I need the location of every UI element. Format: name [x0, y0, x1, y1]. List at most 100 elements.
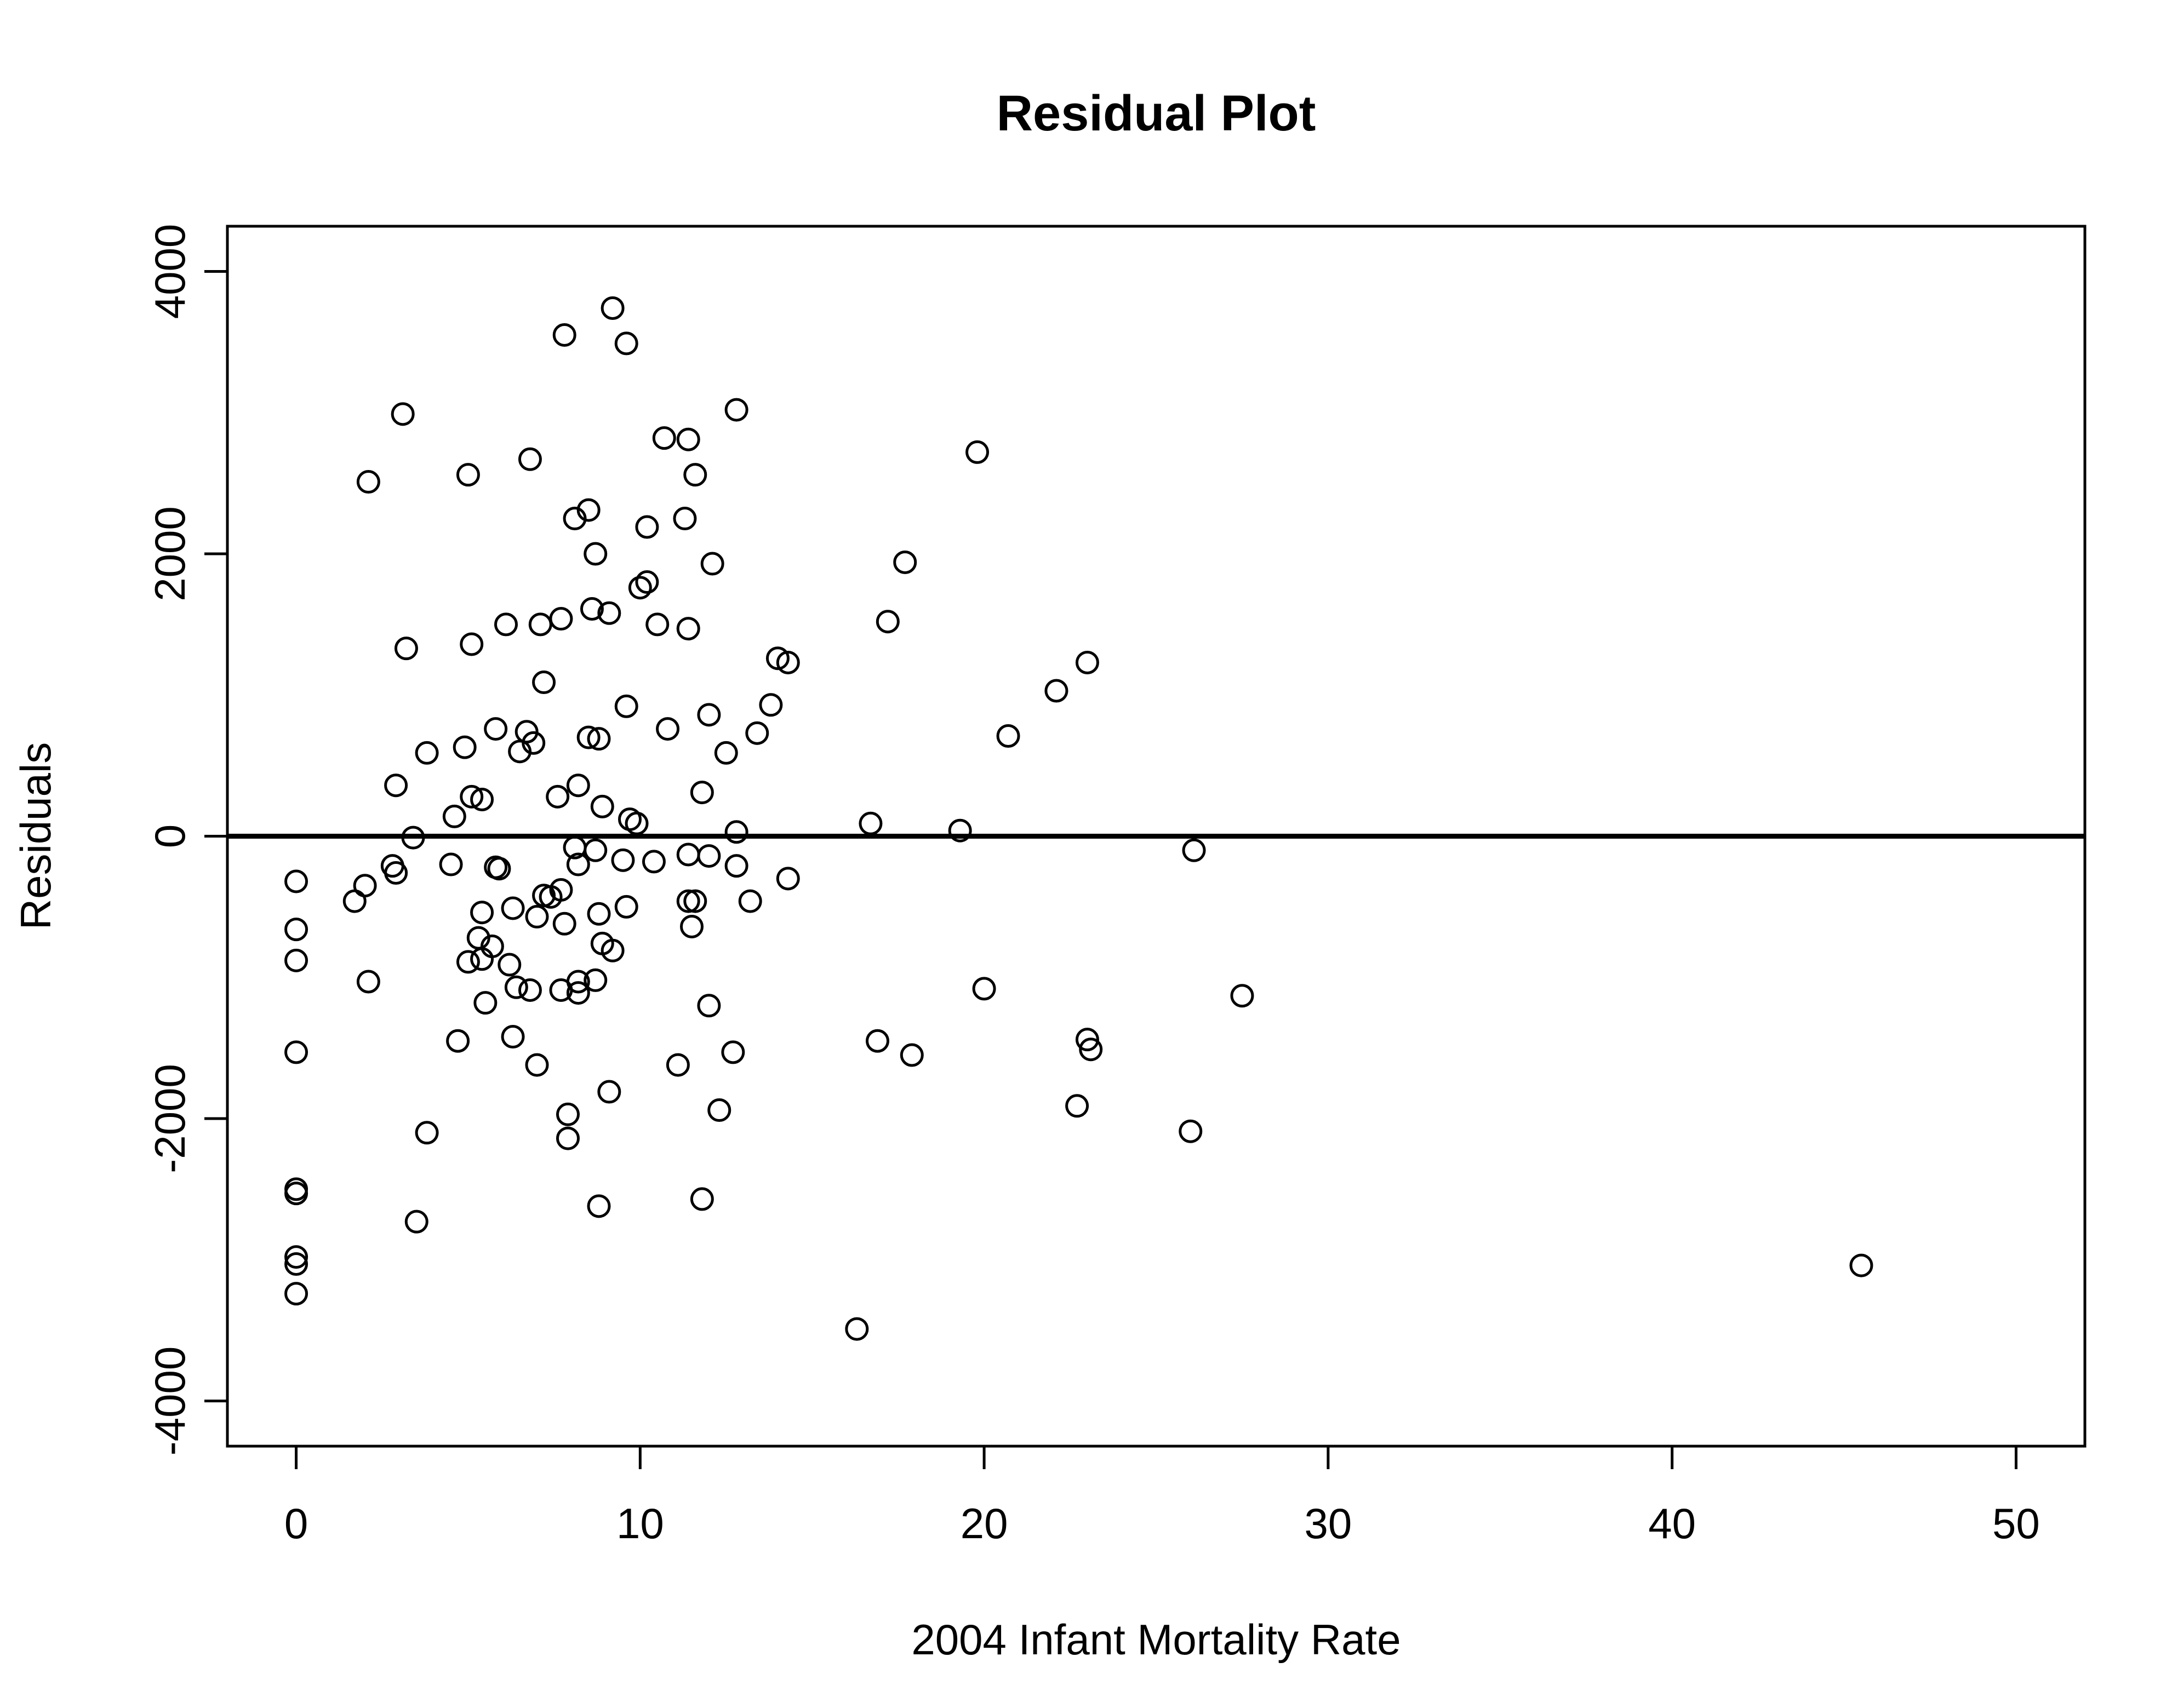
data-point [707, 1098, 731, 1122]
data-point [284, 918, 308, 942]
data-point [401, 826, 425, 850]
data-point [442, 804, 466, 828]
y-axis: -4000 -2000 0 2000 4000 [146, 224, 227, 1456]
data-point [1065, 1094, 1089, 1118]
data-point [690, 781, 714, 805]
data-point [284, 948, 308, 972]
data-point [676, 617, 700, 641]
data-point [645, 612, 670, 637]
y-tick-label: -4000 [146, 1346, 194, 1456]
chart-title: Residual Plot [997, 85, 1316, 141]
data-point [501, 896, 525, 920]
data-point [590, 794, 614, 818]
data-point [456, 950, 480, 974]
data-point [584, 838, 608, 862]
data-point [576, 725, 601, 749]
data-point [546, 784, 570, 809]
data-point [652, 426, 676, 450]
data-point [456, 463, 480, 487]
data-point [532, 670, 556, 695]
x-axis: 0 10 20 30 40 50 [284, 1446, 2040, 1547]
data-point [714, 741, 738, 765]
data-point [566, 981, 590, 1005]
data-point [690, 1187, 714, 1211]
data-point [404, 1210, 428, 1234]
data-point [587, 1194, 611, 1218]
data-point [1079, 1038, 1103, 1062]
x-axis-label: 2004 Infant Mortality Rate [911, 1615, 1401, 1664]
data-point [724, 398, 748, 422]
data-point [1075, 1028, 1099, 1052]
data-point [528, 612, 552, 637]
data-point [1044, 679, 1068, 703]
data-point [501, 1025, 525, 1049]
data-point [948, 818, 972, 842]
data-point [525, 1053, 549, 1077]
data-point [353, 874, 377, 898]
residual-points [284, 296, 1873, 1341]
data-point [584, 968, 608, 992]
data-point [394, 637, 418, 661]
data-point [721, 1040, 745, 1064]
data-point [614, 331, 638, 356]
y-tick-label: 4000 [146, 224, 194, 319]
data-point [676, 427, 700, 451]
data-point [601, 296, 625, 320]
data-point [601, 938, 625, 962]
data-point [556, 1126, 580, 1150]
data-point [384, 773, 408, 798]
data-point [525, 904, 549, 928]
data-point [498, 953, 522, 977]
data-point [676, 889, 700, 913]
data-point [284, 869, 308, 893]
data-point [776, 867, 800, 891]
data-point [384, 861, 408, 885]
data-point [504, 975, 528, 999]
data-point [676, 842, 700, 867]
x-tick-label: 20 [961, 1499, 1008, 1547]
data-point [446, 1029, 470, 1053]
data-point [611, 848, 635, 872]
data-point [1075, 650, 1099, 674]
data-point [587, 902, 611, 926]
data-point [566, 970, 590, 994]
data-point [759, 693, 783, 717]
data-point [284, 1040, 308, 1064]
data-point [415, 1121, 439, 1145]
data-point [635, 515, 659, 539]
data-point [738, 889, 762, 913]
data-point [284, 1245, 308, 1269]
data-point [628, 576, 652, 600]
data-point [697, 844, 721, 868]
data-point [635, 570, 659, 594]
data-point [284, 1282, 308, 1306]
data-point [356, 970, 380, 994]
data-point [866, 1029, 889, 1053]
data-point [1179, 1119, 1203, 1143]
data-point [460, 784, 484, 809]
data-point [673, 507, 697, 531]
data-point [549, 607, 573, 631]
data-point [683, 463, 707, 487]
data-point [522, 731, 546, 755]
data-point [356, 470, 380, 494]
data-point [724, 820, 748, 844]
data-point [900, 1043, 924, 1067]
data-point [391, 402, 415, 426]
data-point [1182, 838, 1206, 862]
data-point [487, 857, 511, 881]
data-point [556, 1102, 580, 1126]
data-point [470, 901, 494, 925]
data-point [656, 717, 680, 741]
data-point [614, 895, 638, 919]
data-point [683, 889, 707, 913]
data-point [549, 878, 573, 902]
data-point [484, 717, 508, 741]
data-point [580, 597, 604, 621]
data-point [697, 703, 721, 727]
data-point [745, 721, 769, 745]
data-point [965, 440, 990, 464]
data-point [614, 694, 638, 718]
y-tick-label: -2000 [146, 1064, 194, 1173]
